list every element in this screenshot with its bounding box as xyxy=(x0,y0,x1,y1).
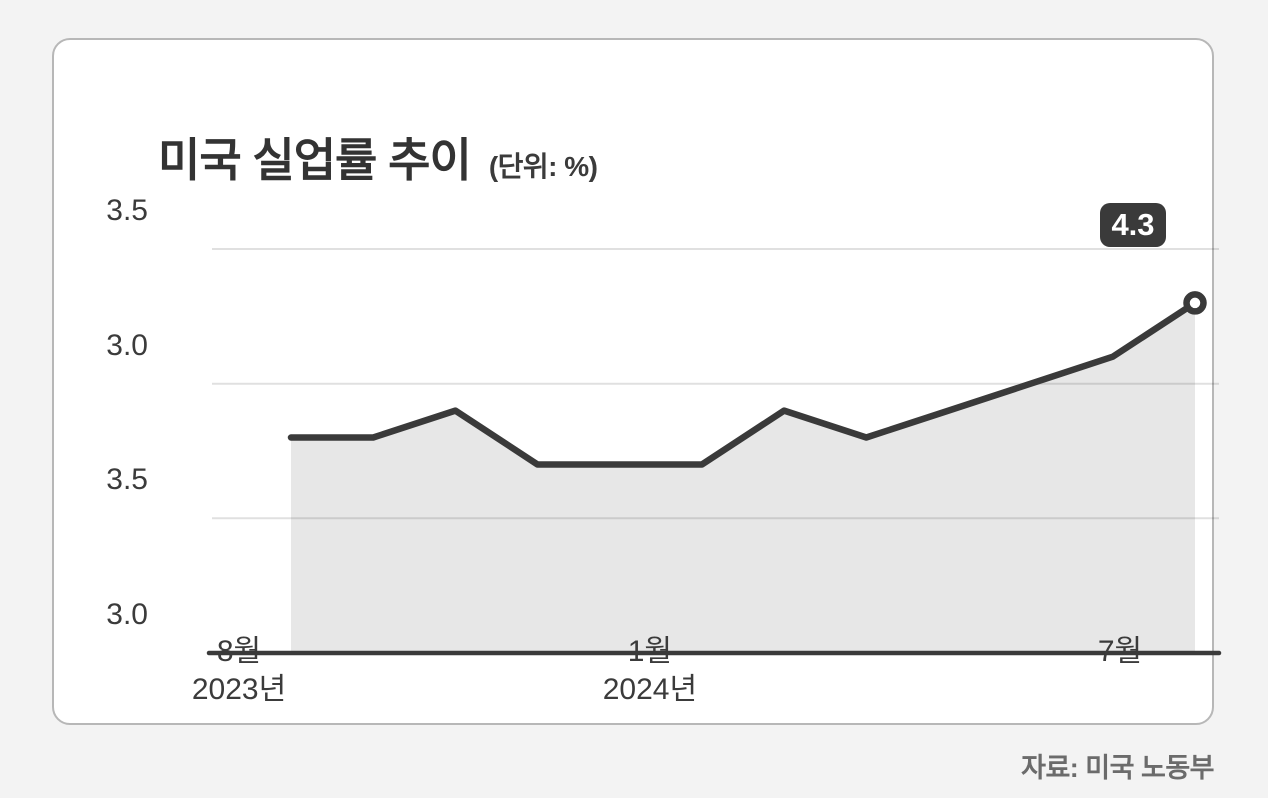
x-axis-tick-label: 1월 2024년 xyxy=(602,635,698,706)
last-value-badge: 4.3 xyxy=(1100,202,1166,247)
gridlines xyxy=(212,248,1219,520)
y-axis-tick-label: 3.5 xyxy=(106,463,148,497)
chart-card: 미국 실업률 추이 (단위: %) 3.5 3.0 3.5 3.0 8월 2023년 1월… xyxy=(52,38,1222,725)
trend-line xyxy=(287,299,1199,468)
end-point-marker xyxy=(1183,291,1207,315)
x-axis-tick-label: 7월 xyxy=(1097,635,1143,668)
y-axis-tick-label: 3.0 xyxy=(106,598,148,631)
y-axis-tick-label: 3.5 xyxy=(106,194,148,227)
chart-header: 미국 실업률 추이 (단위: %) xyxy=(158,124,598,190)
area-fill xyxy=(291,302,1195,653)
chart-title: 미국 실업률 추이 xyxy=(158,134,472,186)
chart-unit-label: (단위: %) xyxy=(488,151,598,182)
y-axis-tick-label: 3.0 xyxy=(106,328,148,362)
x-axis-tick-label: 8월 2023년 xyxy=(191,635,287,706)
line-chart-plot xyxy=(206,248,1222,656)
source-label: 자료: 미국 노동부 xyxy=(1021,753,1214,783)
